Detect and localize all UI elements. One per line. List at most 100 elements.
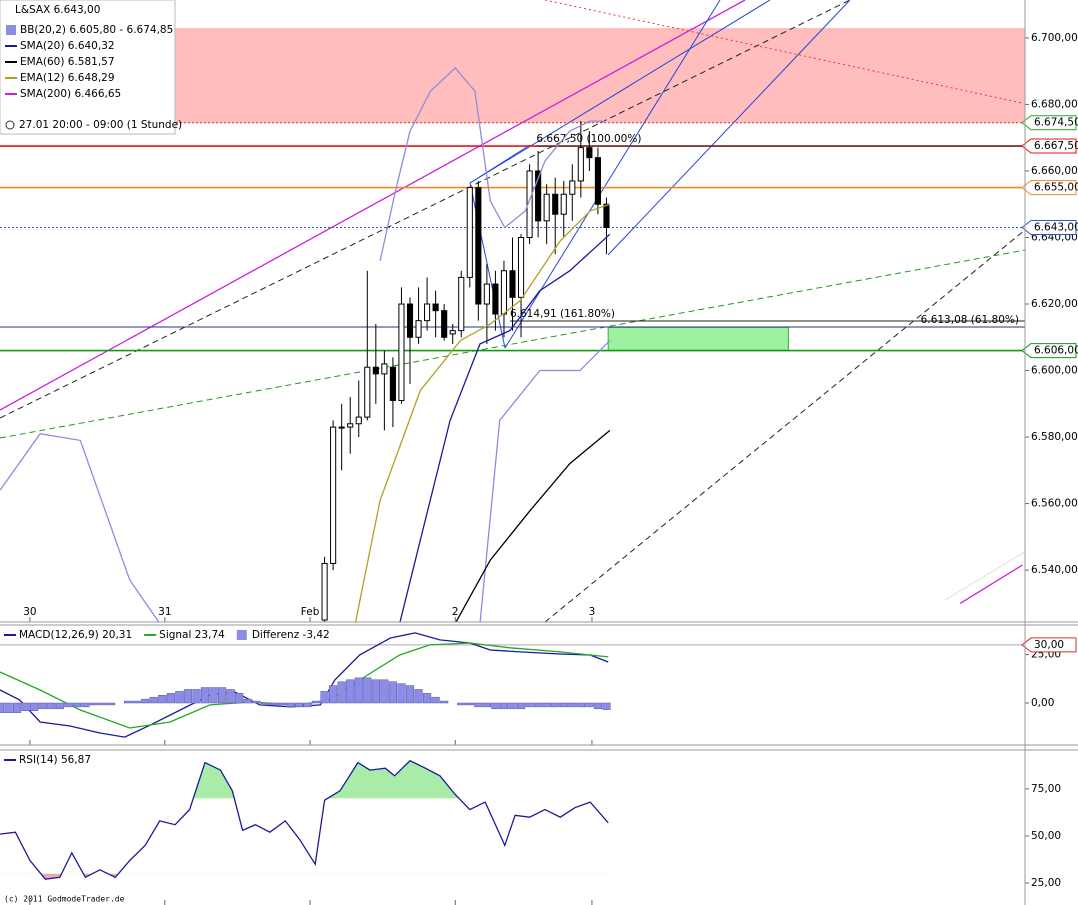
series-line (399, 233, 611, 622)
candle-body (355, 416, 362, 425)
x-tick-label: 3 (589, 606, 596, 618)
histogram-bar (252, 700, 261, 704)
level-label: 6.606,00 (1034, 345, 1078, 357)
level-tag (1021, 220, 1077, 236)
panel: 6.667,50 (100.00%)6.614,91 (161.80%)6.61… (0, 66, 1025, 622)
band-line (0, 340, 611, 622)
histogram-bar (260, 702, 269, 706)
y-tick-label: 6.700,00 (1031, 32, 1078, 44)
level-label: 6.655,00 (1034, 182, 1078, 194)
histogram-bar (217, 687, 227, 704)
y-tick-label: 50,00 (1031, 830, 1061, 842)
candle-body (560, 193, 567, 215)
candle-body (543, 193, 550, 222)
series-line (354, 203, 611, 622)
histogram-bar (0, 702, 5, 713)
histogram-bar (397, 683, 406, 704)
histogram-bar (491, 702, 500, 710)
candle-body (509, 270, 516, 298)
candle-body (330, 426, 337, 564)
histogram-bar (431, 696, 440, 704)
legend-label: SMA(20) 6.640,32 (20, 40, 115, 52)
histogram-bar (465, 702, 474, 706)
histogram-bar (175, 691, 184, 704)
candle-body (594, 157, 601, 205)
histogram-bar (141, 698, 150, 704)
panel (0, 632, 1025, 738)
histogram-bar (226, 689, 235, 704)
zone (607, 326, 789, 352)
clock-icon (5, 120, 15, 130)
histogram-bar (329, 685, 338, 704)
y-tick-label: 75,00 (1031, 783, 1061, 795)
legend-label: EMA(12) 6.648,29 (20, 72, 115, 84)
zones (175, 27, 1025, 352)
level-label: 6.667,50 (1034, 140, 1078, 152)
histogram-bar (21, 702, 30, 711)
histogram-bar (371, 679, 380, 704)
y-tick-label: 6.620,00 (1031, 298, 1078, 310)
x-tick-label: Feb (301, 606, 320, 618)
trend-line (0, 249, 1025, 439)
candle-body (372, 366, 379, 375)
histogram-bar (277, 702, 286, 706)
candle-body (364, 366, 371, 418)
legend-swatch (236, 630, 247, 640)
candle-body (338, 426, 345, 429)
histogram-bar (576, 702, 585, 708)
candle-body (517, 236, 525, 298)
candle-body (500, 270, 508, 315)
histogram-bar (482, 702, 491, 708)
histogram-bar (602, 702, 611, 710)
histogram-bar (183, 689, 193, 704)
histogram-bar (422, 693, 432, 704)
trend-line (607, 0, 851, 256)
series-line (0, 759, 609, 880)
histogram-bar (4, 702, 13, 713)
y-tick-label: 6.660,00 (1031, 165, 1078, 177)
legend-label: MACD(12,26,9) 20,31 (19, 629, 132, 641)
trend-line (469, 144, 531, 184)
candle-body (586, 147, 593, 159)
histogram-bar (235, 693, 244, 704)
y-tick-label: 6.580,00 (1031, 431, 1078, 443)
candle-body (449, 330, 456, 335)
candle-body (552, 193, 559, 215)
candle-body (424, 303, 431, 322)
legend-swatch (6, 25, 16, 35)
x-tick-label: 31 (158, 606, 171, 618)
level-tag (1021, 138, 1077, 154)
x-tick-label: 30 (23, 606, 36, 618)
histogram-bar (559, 702, 568, 708)
level-tag (1021, 343, 1077, 359)
rsi-zone (40, 873, 119, 880)
candle-body (577, 147, 584, 182)
histogram-bar (551, 702, 560, 708)
legend-label: EMA(60) 6.581,57 (20, 56, 115, 68)
histogram-bar (89, 702, 99, 706)
histogram-bar (508, 702, 517, 710)
legend-label: BB(20,2) 6.605,80 - 6.674,85 (20, 24, 173, 36)
level-label: 6.674,50 (1034, 117, 1078, 129)
histogram-bar (525, 702, 534, 708)
histogram-bar (311, 700, 321, 704)
legend-label: Differenz -3,42 (252, 629, 330, 641)
candle-body (398, 303, 405, 401)
candle-body (389, 366, 396, 401)
candle-body (569, 180, 576, 195)
series-line (959, 564, 1023, 604)
candle-body (415, 320, 422, 338)
histogram-bar (47, 702, 56, 710)
histogram-bar (55, 702, 64, 710)
copyright: (c) 2011 GodmodeTrader.de (4, 895, 125, 904)
candle-body (603, 203, 610, 229)
band-line (379, 66, 605, 261)
histogram-bar (243, 698, 252, 704)
legend-label: SMA(200) 6.466,65 (20, 88, 121, 100)
level-tag (1021, 637, 1077, 653)
y-tick-label: 6.540,00 (1031, 564, 1078, 576)
histogram-bar (12, 702, 22, 713)
axis: 6.540,00 6.560,00 6.580,00 6.600,00 6.620,00… (23, 32, 1078, 622)
